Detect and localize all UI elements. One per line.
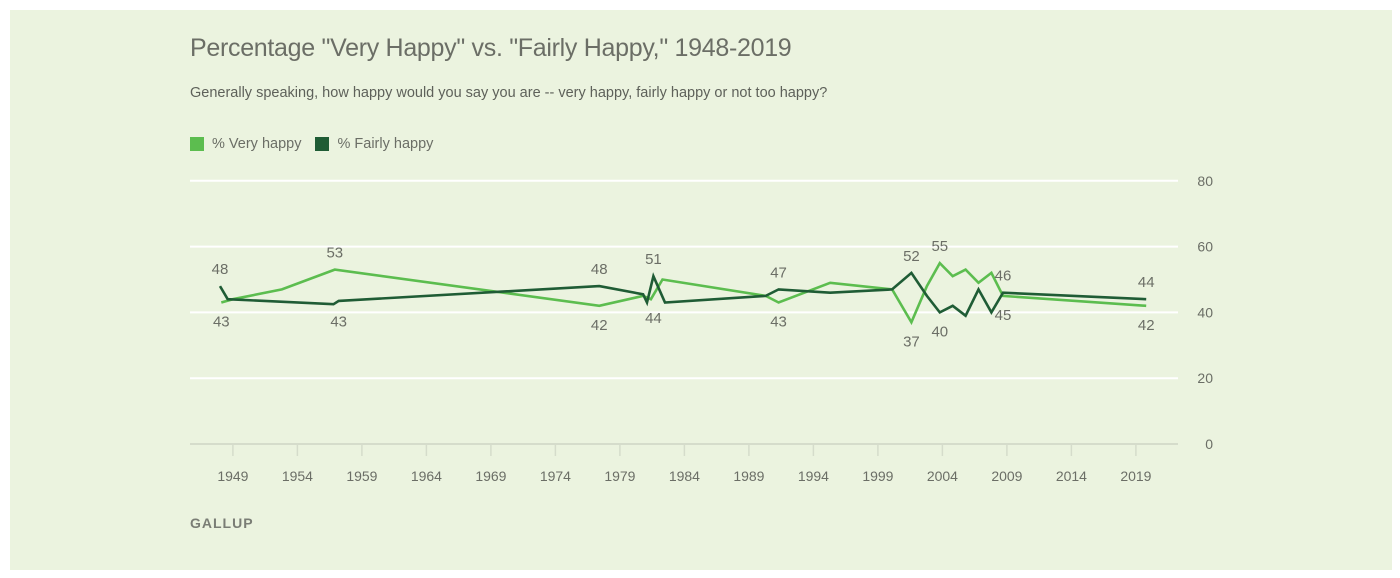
legend-swatch-very-happy: [190, 137, 204, 151]
data-label-very-happy: 53: [326, 245, 343, 262]
data-label-very-happy: 42: [1138, 317, 1155, 334]
x-tick-label-1949: 1949: [217, 468, 248, 484]
legend-swatch-fairly-happy: [315, 137, 330, 151]
source-label: GALLUP: [190, 515, 254, 531]
series-line-fairly-happy: [218, 270, 1147, 318]
y-tick-label-0: 0: [1205, 436, 1213, 452]
legend-item-very-happy[interactable]: % Very happy: [190, 136, 301, 152]
x-tick-label-1964: 1964: [411, 468, 442, 484]
data-label-very-happy: 55: [931, 238, 948, 255]
data-label-very-happy: 37: [903, 333, 920, 350]
chart-title: Percentage "Very Happy" vs. "Fairly Happ…: [190, 34, 792, 62]
y-tick-label-40: 40: [1197, 304, 1213, 320]
legend: % Very happy % Fairly happy: [190, 136, 447, 152]
x-tick-label-1954: 1954: [282, 468, 313, 484]
data-label-fairly-happy: 48: [591, 261, 608, 278]
y-tick-label-60: 60: [1197, 239, 1213, 255]
chart-subtitle: Generally speaking, how happy would you …: [190, 85, 828, 101]
data-label-very-happy: 45: [995, 307, 1012, 324]
data-label-fairly-happy: 44: [645, 310, 662, 327]
data-label-fairly-happy: 46: [995, 268, 1012, 285]
data-labels: 43 53 42 43 37 55 45 42 48 43 48 51 44 47 52 40 46 44: [212, 238, 1155, 350]
data-label-fairly-happy: 51: [645, 251, 662, 268]
gridlines: [190, 179, 1178, 380]
x-axis: 1949 1954 1959 1964 1969 1974 1979 1984 1989 1994…: [190, 443, 1178, 484]
x-tick-label-1984: 1984: [669, 468, 700, 484]
legend-label-fairly-happy: % Fairly happy: [337, 136, 434, 152]
data-label-very-happy: 43: [770, 314, 787, 331]
y-tick-label-80: 80: [1197, 173, 1213, 189]
x-tick-label-1979: 1979: [604, 468, 635, 484]
series-line-very-happy: [220, 260, 1147, 326]
data-label-fairly-happy: 40: [931, 323, 948, 340]
legend-label-very-happy: % Very happy: [212, 136, 302, 152]
x-tick-label-1959: 1959: [346, 468, 377, 484]
data-label-fairly-happy: 52: [903, 248, 920, 265]
data-label-fairly-happy: 47: [770, 264, 787, 281]
x-tick-label-2014: 2014: [1056, 468, 1087, 484]
x-tick-label-1989: 1989: [733, 468, 764, 484]
chart-panel: [10, 10, 1392, 570]
x-tick-label-1974: 1974: [540, 468, 571, 484]
series-lines: [218, 260, 1147, 326]
data-label-fairly-happy: 43: [330, 314, 347, 331]
x-tick-label-2004: 2004: [927, 468, 958, 484]
x-tick-label-2009: 2009: [991, 468, 1022, 484]
data-label-very-happy: 42: [591, 317, 608, 334]
data-label-fairly-happy: 44: [1138, 274, 1155, 291]
y-axis: 0 20 40 60 80: [1197, 173, 1213, 452]
data-label-very-happy: 43: [213, 314, 230, 331]
x-tick-label-2019: 2019: [1120, 468, 1151, 484]
legend-item-fairly-happy[interactable]: % Fairly happy: [315, 136, 433, 152]
x-tick-label-1994: 1994: [798, 468, 829, 484]
x-tick-label-1969: 1969: [475, 468, 506, 484]
data-label-fairly-happy: 48: [212, 261, 229, 278]
x-tick-label-1999: 1999: [862, 468, 893, 484]
y-tick-label-20: 20: [1197, 370, 1213, 386]
